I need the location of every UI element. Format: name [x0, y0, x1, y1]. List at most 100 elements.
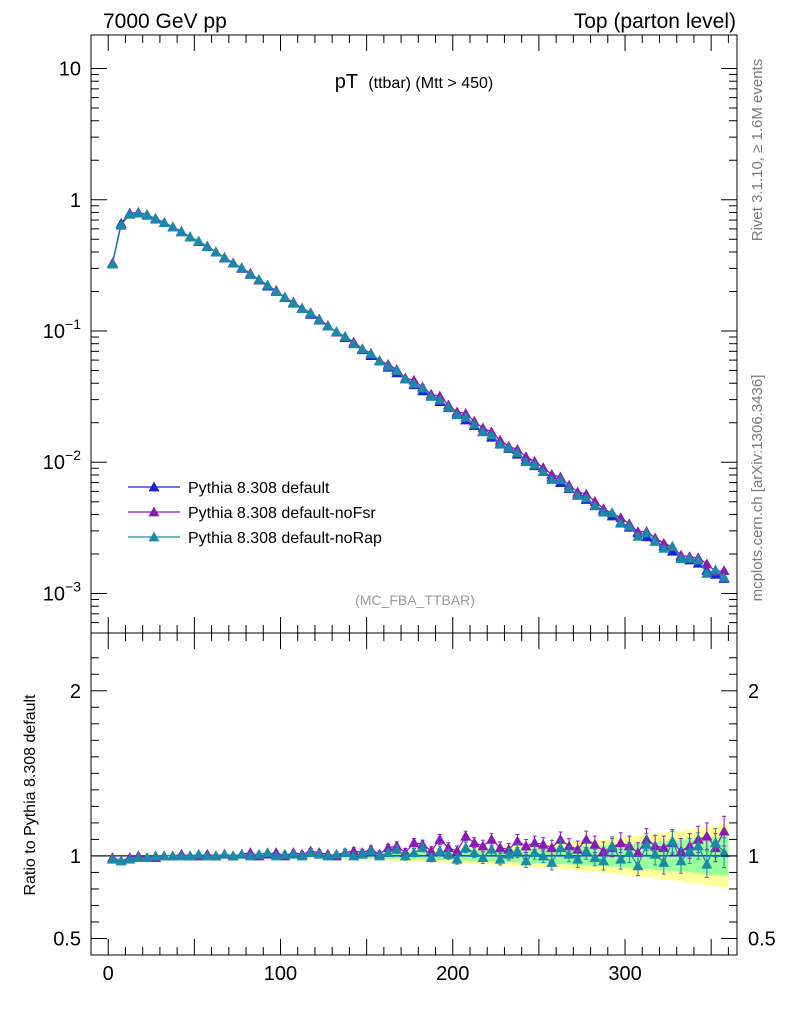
main-title: pT (ttbar) (Mtt > 450) [335, 71, 493, 93]
ratio-data-point [184, 850, 196, 861]
main-data-point [718, 571, 730, 582]
ratio-data-point [270, 850, 282, 861]
ratio-data-point [253, 848, 265, 859]
ratio-data-point [227, 850, 239, 861]
main-data-point [236, 262, 248, 273]
ratio-data-point [296, 850, 308, 861]
ratio-series [107, 815, 730, 878]
ratio-y-tick-labels: 2 2 1 1 0.5 0.5 [53, 681, 776, 951]
ratio-data-point [546, 857, 558, 867]
ratio-data-point [193, 848, 205, 859]
ratio-y-tick-label-right: 2 [748, 681, 759, 703]
main-data-point [330, 326, 342, 336]
main-data-point [632, 530, 644, 541]
ratio-data-point [365, 845, 377, 856]
ratio-data-point [382, 842, 394, 853]
ratio-data-point [632, 860, 644, 871]
ratio-data-point [374, 850, 386, 861]
ratio-data-point [684, 845, 696, 856]
main-data-point [279, 291, 291, 302]
ratio-data-point [451, 853, 463, 864]
main-data-point [641, 527, 653, 538]
ratio-panel: 2 2 1 1 0.5 0.5 0 100 200 300 Ratio to Pythia 8.… [22, 632, 776, 985]
ratio-data-point [330, 848, 342, 859]
main-data-point [494, 438, 506, 449]
main-data-point [184, 231, 196, 242]
main-y-tick-label: 10−2 [43, 447, 81, 474]
main-data-point [442, 401, 454, 412]
main-data-point [132, 207, 144, 218]
ratio-data-point [460, 830, 472, 841]
main-data-point [554, 474, 566, 485]
ratio-y-tick-label-right: 0.5 [748, 928, 776, 950]
ratio-data-point [391, 843, 403, 854]
ratio-data-point [425, 852, 437, 862]
ratio-data-point [615, 837, 627, 848]
main-data-point [201, 241, 213, 251]
main-data-point [382, 360, 394, 371]
ratio-data-point [150, 850, 162, 861]
ratio-data-point [520, 855, 532, 866]
ratio-data-point [313, 848, 325, 859]
ratio-data-point [167, 850, 179, 861]
main-data-point [365, 348, 377, 359]
main-data-point [399, 373, 411, 384]
ratio-data-point [244, 850, 256, 861]
main-data-point [615, 517, 627, 528]
mcplots-label: mcplots.cern.ch [arXiv:1306.3436] [749, 375, 766, 602]
ratio-data-point [709, 837, 721, 848]
main-data-point [219, 251, 231, 262]
ratio-data-point [442, 848, 454, 859]
main-data-point [709, 564, 721, 575]
main-data-point [313, 314, 325, 324]
ratio-data-point [658, 857, 670, 867]
main-y-tick-label: 1 [70, 190, 81, 212]
main-y-tick-labels: 10 1 10−1 10−2 10−3 [43, 59, 81, 606]
main-data-point [244, 268, 256, 279]
ratio-data-point [537, 838, 549, 849]
ratio-data-point [382, 847, 394, 858]
watermark: (MC_FBA_TTBAR) [355, 592, 475, 608]
main-data-point [606, 507, 618, 517]
ratio-data-point [589, 852, 601, 862]
main-data-point [374, 355, 386, 366]
main-data-point [468, 419, 480, 429]
main-data-point [675, 553, 687, 564]
ratio-data-point [529, 847, 541, 858]
ratio-data-point [451, 845, 463, 856]
main-data-point [210, 246, 222, 257]
ratio-data-point [563, 840, 575, 851]
main-data-point [348, 338, 360, 349]
ratio-data-point [477, 852, 489, 862]
main-data-point [253, 273, 265, 284]
main-data-point [115, 219, 127, 230]
ratio-data-point [597, 855, 609, 866]
ratio-data-point [124, 853, 136, 864]
ratio-data-point [348, 850, 360, 861]
legend-label: Pythia 8.308 default-noRap [188, 530, 382, 547]
ratio-data-point [692, 840, 704, 851]
ratio-data-point [546, 842, 558, 853]
main-data-point [296, 303, 308, 314]
main-data-point [486, 429, 498, 440]
ratio-data-point [666, 835, 678, 846]
ratio-data-point [494, 853, 506, 864]
ratio-data-point [141, 852, 153, 862]
ratio-data-point [589, 838, 601, 849]
ratio-data-point [554, 842, 566, 853]
ratio-data-point [486, 833, 498, 844]
main-data-point [175, 226, 187, 237]
ratio-data-point [279, 848, 291, 859]
main-y-tick-label: 10−1 [43, 316, 81, 343]
ratio-data-point [219, 848, 231, 859]
ratio-ticks [91, 633, 737, 955]
legend-label: Pythia 8.308 default [188, 480, 330, 497]
ratio-data-point [468, 837, 480, 848]
main-data-point [718, 565, 730, 575]
main-data-point [701, 558, 713, 569]
ratio-y-tick-label: 1 [70, 846, 81, 868]
main-data-point [425, 391, 437, 401]
main-data-point [658, 542, 670, 553]
ratio-data-point [348, 845, 360, 856]
